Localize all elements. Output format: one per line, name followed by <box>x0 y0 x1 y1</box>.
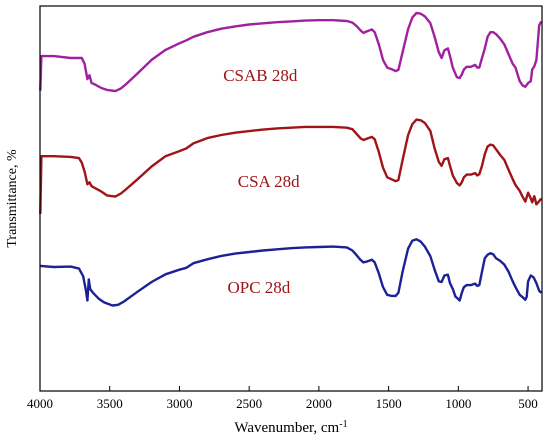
series-label-csa-28d: CSA 28d <box>238 172 300 191</box>
series-line-opc-28d <box>40 238 543 307</box>
series-layer <box>39 11 543 307</box>
x-tick-label: 500 <box>518 396 538 411</box>
x-tick-label: 1000 <box>445 396 471 411</box>
series-line-csab-28d <box>39 11 543 93</box>
x-axis-title-text: Wavenumber, cm <box>234 420 339 436</box>
x-axis-title-superscript: -1 <box>339 419 347 430</box>
x-tick-label: 2000 <box>306 396 332 411</box>
x-tick-label: 1500 <box>376 396 402 411</box>
series-label-opc-28d: OPC 28d <box>227 278 290 297</box>
x-axis-title: Wavenumber, cm-1 <box>234 419 347 437</box>
series-label-csab-28d: CSAB 28d <box>223 66 298 85</box>
x-tick-label: 3500 <box>97 396 123 411</box>
x-tick-label: 4000 <box>27 396 53 411</box>
annotation-layer: CSAB 28d CSA 28d OPC 28d <box>223 66 300 297</box>
y-axis-title: Transmittance, % <box>5 149 20 248</box>
x-tick-label: 2500 <box>236 396 262 411</box>
plot-area-frame <box>39 5 543 392</box>
x-axis-ticks: 4000 3500 3000 2500 2000 1500 1000 500 <box>27 386 538 411</box>
x-tick-label: 3000 <box>166 396 192 411</box>
series-line-csa-28d <box>39 118 543 214</box>
